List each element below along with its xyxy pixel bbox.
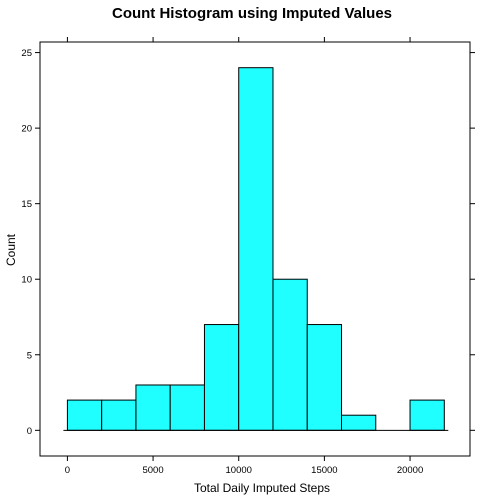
x-tick-label: 10000 bbox=[226, 465, 252, 476]
histogram-bar bbox=[409, 399, 445, 431]
x-tick-label: 0 bbox=[65, 465, 70, 476]
histogram-bar bbox=[272, 278, 308, 431]
x-axis: 0 5000 10000 15000 20000 bbox=[65, 37, 423, 476]
histogram-bar bbox=[135, 384, 171, 431]
bars-group bbox=[66, 67, 445, 431]
y-tick-label: 0 bbox=[27, 426, 32, 437]
plot-frame bbox=[39, 41, 471, 457]
y-tick-label: 5 bbox=[27, 350, 32, 361]
x-tick-label: 20000 bbox=[397, 465, 423, 476]
y-tick-label: 20 bbox=[21, 124, 32, 135]
histogram-bar bbox=[341, 414, 377, 431]
histogram-bar bbox=[66, 399, 103, 431]
x-tick-label: 15000 bbox=[311, 465, 337, 476]
chart-title: Count Histogram using Imputed Values bbox=[112, 5, 392, 22]
histogram-bar bbox=[203, 324, 240, 431]
x-axis-label: Total Daily Imputed Steps bbox=[194, 481, 330, 495]
histogram-bar bbox=[101, 399, 137, 431]
y-axis: 0 5 10 15 20 25 bbox=[21, 48, 475, 437]
y-tick-label: 25 bbox=[21, 48, 32, 59]
y-tick-label: 10 bbox=[21, 275, 32, 286]
y-axis-label: Count bbox=[4, 233, 18, 266]
histogram-bar bbox=[306, 324, 343, 431]
y-tick-label: 15 bbox=[21, 199, 32, 210]
histogram-bar bbox=[169, 384, 205, 431]
x-tick-label: 5000 bbox=[142, 465, 163, 476]
histogram-bar bbox=[238, 67, 274, 431]
